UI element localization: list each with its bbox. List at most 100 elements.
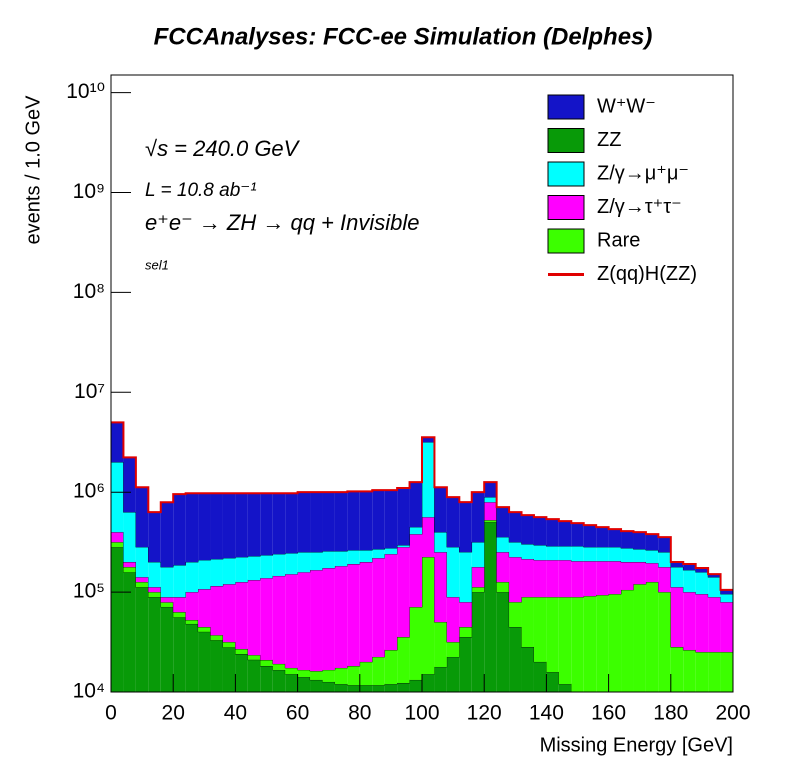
histogram-bar: [185, 592, 199, 621]
histogram-bar: [359, 685, 373, 692]
histogram-bar: [533, 517, 547, 546]
histogram-bar: [521, 544, 534, 560]
y-tick-label: 10⁸: [73, 280, 105, 303]
histogram-bar: [111, 547, 124, 692]
histogram-bar: [720, 652, 733, 692]
histogram-bar: [297, 492, 311, 553]
y-tick-label: 10⁵: [73, 580, 105, 603]
histogram-bar: [496, 552, 510, 583]
legend-label: Z/γ→τ⁺τ⁻: [597, 196, 682, 218]
histogram-bar: [210, 586, 223, 636]
histogram-bar: [645, 563, 659, 583]
histogram-bar: [384, 490, 398, 549]
histogram-bar: [496, 507, 510, 538]
histogram-bar: [422, 517, 435, 558]
histogram-bar: [683, 592, 696, 651]
histogram-bar: [471, 567, 485, 588]
histogram-bar: [334, 667, 348, 685]
histogram-bar: [260, 660, 273, 667]
histogram-bar: [533, 560, 547, 598]
histogram-bar: [583, 547, 597, 562]
histogram-bar: [185, 620, 199, 624]
histogram-bar: [359, 550, 373, 563]
histogram-bar: [111, 462, 124, 533]
histogram-bar: [683, 570, 696, 593]
histogram-bar: [695, 594, 709, 653]
x-tick-label: 40: [224, 702, 247, 725]
histogram-bar: [434, 666, 447, 692]
histogram-bar: [359, 661, 373, 686]
histogram-bar: [222, 647, 236, 692]
x-tick-label: 140: [529, 702, 564, 725]
histogram-bar: [471, 587, 485, 593]
histogram-bar: [695, 568, 709, 573]
histogram-bar: [397, 637, 410, 684]
histogram-bar: [596, 595, 609, 692]
x-tick-label: 20: [162, 702, 185, 725]
histogram-bar: [521, 515, 534, 545]
histogram-bar: [322, 492, 335, 552]
histogram-bar: [583, 596, 597, 692]
histogram-bar: [148, 587, 161, 593]
histogram-bar: [148, 512, 161, 563]
histogram-bar: [533, 661, 547, 692]
histogram-bar: [409, 534, 422, 608]
histogram-bar: [272, 575, 286, 664]
annotation: L = 10.8 ab⁻¹: [145, 180, 257, 201]
histogram-bar: [695, 652, 709, 692]
histogram-bar: [434, 552, 447, 623]
y-tick-label: 10¹⁰: [66, 80, 105, 103]
histogram-bar: [658, 567, 671, 593]
histogram-bar: [210, 640, 223, 692]
histogram-bar: [235, 582, 248, 650]
histogram-bar: [658, 592, 671, 692]
histogram-bar: [422, 674, 435, 692]
histogram-bar: [558, 521, 572, 547]
histogram-bar: [310, 492, 323, 553]
histogram-bar: [596, 561, 609, 596]
histogram-bar: [558, 597, 572, 685]
histogram-bar: [645, 534, 659, 551]
histogram-bar: [384, 650, 398, 685]
histogram-bar: [708, 577, 721, 598]
histogram-bar: [683, 650, 696, 692]
legend-swatch: [547, 128, 585, 153]
histogram-bar: [434, 532, 447, 553]
histogram-bar: [334, 492, 348, 552]
histogram-bar: [135, 487, 149, 548]
histogram-bar: [633, 549, 646, 563]
histogram-bar: [173, 612, 186, 618]
histogram-bar: [285, 574, 298, 668]
histogram-bar: [297, 677, 311, 692]
histogram-bar: [222, 558, 236, 585]
histogram-bar: [235, 654, 248, 692]
y-tick-label: 10⁶: [73, 480, 105, 503]
histogram-bar: [546, 560, 559, 598]
histogram-bar: [384, 684, 398, 692]
histogram-bar: [583, 525, 597, 548]
histogram-bar: [484, 497, 497, 503]
histogram-bar: [558, 684, 572, 692]
histogram-bar: [111, 422, 124, 463]
histogram-bar: [658, 552, 671, 568]
histogram-bar: [496, 537, 510, 553]
histogram-bar: [260, 555, 273, 579]
histogram-bar: [446, 642, 460, 658]
histogram-bar: [160, 567, 174, 598]
histogram-bar: [409, 679, 422, 692]
legend-label: Rare: [597, 229, 640, 251]
histogram-bar: [347, 550, 360, 565]
histogram-bar: [459, 637, 472, 692]
histogram-bar: [198, 560, 211, 590]
histogram-bar: [185, 623, 199, 692]
histogram-bar: [409, 482, 422, 528]
histogram-bar: [708, 574, 721, 578]
histogram-bar: [409, 527, 422, 535]
histogram-bar: [297, 670, 311, 678]
histogram-bar: [222, 493, 236, 559]
histogram-bar: [347, 491, 360, 551]
histogram-bar: [322, 670, 335, 682]
x-tick-label: 200: [715, 702, 750, 725]
histogram-bar: [621, 562, 634, 590]
signal-line: [111, 421, 733, 591]
